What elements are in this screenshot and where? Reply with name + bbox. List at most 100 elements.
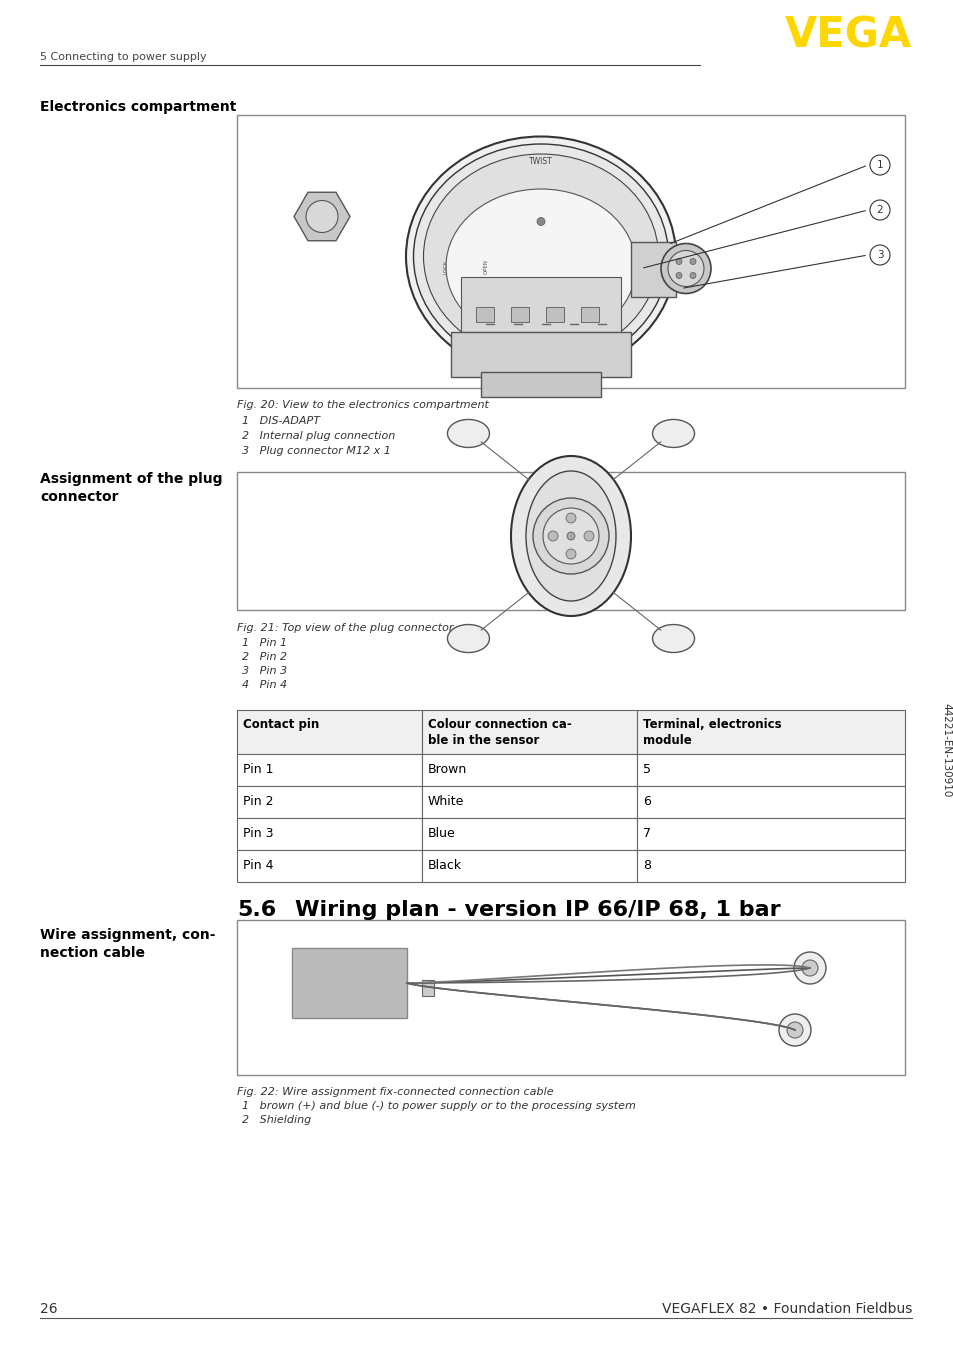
Text: 3: 3 bbox=[876, 250, 882, 260]
Text: module: module bbox=[642, 734, 691, 747]
Text: Brown: Brown bbox=[428, 764, 467, 776]
Bar bbox=[292, 948, 407, 1018]
Bar bbox=[421, 818, 637, 850]
Ellipse shape bbox=[447, 624, 489, 653]
Text: 6: 6 bbox=[642, 795, 650, 808]
Circle shape bbox=[779, 1014, 810, 1047]
Ellipse shape bbox=[652, 420, 694, 447]
Text: Terminal, electronics: Terminal, electronics bbox=[642, 718, 781, 731]
Bar bbox=[421, 850, 637, 881]
Bar bbox=[236, 818, 421, 850]
Bar bbox=[630, 241, 676, 297]
Circle shape bbox=[542, 508, 598, 565]
Text: 2   Pin 2: 2 Pin 2 bbox=[242, 653, 287, 662]
Circle shape bbox=[566, 532, 575, 540]
Text: 1   brown (+) and blue (-) to power supply or to the processing system: 1 brown (+) and blue (-) to power supply… bbox=[242, 1101, 636, 1112]
Circle shape bbox=[537, 218, 544, 226]
Text: Pin 1: Pin 1 bbox=[243, 764, 274, 776]
Bar bbox=[236, 709, 421, 754]
Circle shape bbox=[786, 1022, 802, 1039]
Ellipse shape bbox=[447, 420, 489, 447]
Bar bbox=[421, 980, 434, 997]
Bar bbox=[476, 306, 494, 321]
Text: 1   Pin 1: 1 Pin 1 bbox=[242, 638, 287, 649]
Text: 8: 8 bbox=[642, 858, 650, 872]
Ellipse shape bbox=[446, 190, 636, 344]
Text: Blue: Blue bbox=[428, 827, 456, 839]
Polygon shape bbox=[294, 192, 350, 241]
Text: 2: 2 bbox=[876, 204, 882, 215]
Text: Pin 4: Pin 4 bbox=[243, 858, 274, 872]
Circle shape bbox=[533, 498, 608, 574]
Text: OPEN: OPEN bbox=[483, 259, 488, 274]
Ellipse shape bbox=[423, 154, 658, 359]
Bar bbox=[451, 332, 630, 376]
Text: 5 Connecting to power supply: 5 Connecting to power supply bbox=[40, 51, 207, 62]
Bar bbox=[236, 115, 904, 389]
Circle shape bbox=[793, 952, 825, 984]
Text: White: White bbox=[428, 795, 464, 808]
Text: 7: 7 bbox=[642, 827, 650, 839]
Bar bbox=[236, 473, 904, 611]
Circle shape bbox=[801, 960, 817, 976]
Ellipse shape bbox=[652, 624, 694, 653]
Ellipse shape bbox=[511, 456, 630, 616]
Bar bbox=[236, 850, 421, 881]
Circle shape bbox=[565, 548, 576, 559]
Circle shape bbox=[565, 513, 576, 523]
Bar bbox=[637, 850, 904, 881]
Bar bbox=[421, 709, 637, 754]
Text: TWIST: TWIST bbox=[529, 157, 553, 167]
Bar bbox=[637, 787, 904, 818]
Bar bbox=[236, 754, 421, 787]
Bar bbox=[545, 306, 563, 321]
Bar bbox=[637, 709, 904, 754]
Bar bbox=[480, 371, 600, 397]
Circle shape bbox=[660, 244, 710, 294]
Text: Colour connection ca-: Colour connection ca- bbox=[428, 718, 571, 731]
Circle shape bbox=[306, 200, 337, 233]
Text: 3   Plug connector M12 x 1: 3 Plug connector M12 x 1 bbox=[242, 445, 391, 456]
Bar bbox=[580, 306, 598, 321]
Text: Wiring plan - version IP 66/IP 68, 1 bar: Wiring plan - version IP 66/IP 68, 1 bar bbox=[294, 900, 780, 919]
Circle shape bbox=[869, 200, 889, 219]
Text: 44221-EN-130910: 44221-EN-130910 bbox=[940, 703, 950, 798]
Text: 1: 1 bbox=[876, 160, 882, 171]
Text: Pin 3: Pin 3 bbox=[243, 827, 274, 839]
Text: Pin 2: Pin 2 bbox=[243, 795, 274, 808]
Circle shape bbox=[676, 259, 681, 264]
Circle shape bbox=[689, 272, 696, 279]
Circle shape bbox=[547, 531, 558, 542]
Bar bbox=[236, 787, 421, 818]
Bar bbox=[236, 919, 904, 1075]
Circle shape bbox=[667, 250, 703, 287]
Bar bbox=[460, 276, 620, 332]
Circle shape bbox=[676, 272, 681, 279]
Text: Fig. 20: View to the electronics compartment: Fig. 20: View to the electronics compart… bbox=[236, 399, 488, 410]
Text: VEGAFLEX 82 • Foundation Fieldbus: VEGAFLEX 82 • Foundation Fieldbus bbox=[661, 1303, 911, 1316]
Text: 26: 26 bbox=[40, 1303, 57, 1316]
Text: Contact pin: Contact pin bbox=[243, 718, 319, 731]
Text: 3   Pin 3: 3 Pin 3 bbox=[242, 666, 287, 676]
Text: Fig. 22: Wire assignment fix-connected connection cable: Fig. 22: Wire assignment fix-connected c… bbox=[236, 1087, 553, 1097]
Ellipse shape bbox=[525, 471, 616, 601]
Text: 4   Pin 4: 4 Pin 4 bbox=[242, 680, 287, 691]
Text: Electronics compartment: Electronics compartment bbox=[40, 100, 236, 114]
Ellipse shape bbox=[413, 144, 668, 370]
Ellipse shape bbox=[406, 137, 676, 376]
Bar bbox=[511, 306, 529, 321]
Text: 2   Shielding: 2 Shielding bbox=[242, 1114, 311, 1125]
Text: 5: 5 bbox=[642, 764, 650, 776]
Text: 2   Internal plug connection: 2 Internal plug connection bbox=[242, 431, 395, 441]
Text: VEGA: VEGA bbox=[784, 15, 911, 57]
Bar bbox=[421, 754, 637, 787]
Text: 5.6: 5.6 bbox=[236, 900, 276, 919]
Text: LOCK: LOCK bbox=[443, 260, 448, 274]
Text: 1   DIS-ADAPT: 1 DIS-ADAPT bbox=[242, 416, 319, 427]
Bar bbox=[637, 818, 904, 850]
Circle shape bbox=[689, 259, 696, 264]
Text: Wire assignment, con-
nection cable: Wire assignment, con- nection cable bbox=[40, 927, 215, 960]
Text: Fig. 21: Top view of the plug connector: Fig. 21: Top view of the plug connector bbox=[236, 623, 453, 634]
Circle shape bbox=[869, 154, 889, 175]
Text: ble in the sensor: ble in the sensor bbox=[428, 734, 538, 747]
